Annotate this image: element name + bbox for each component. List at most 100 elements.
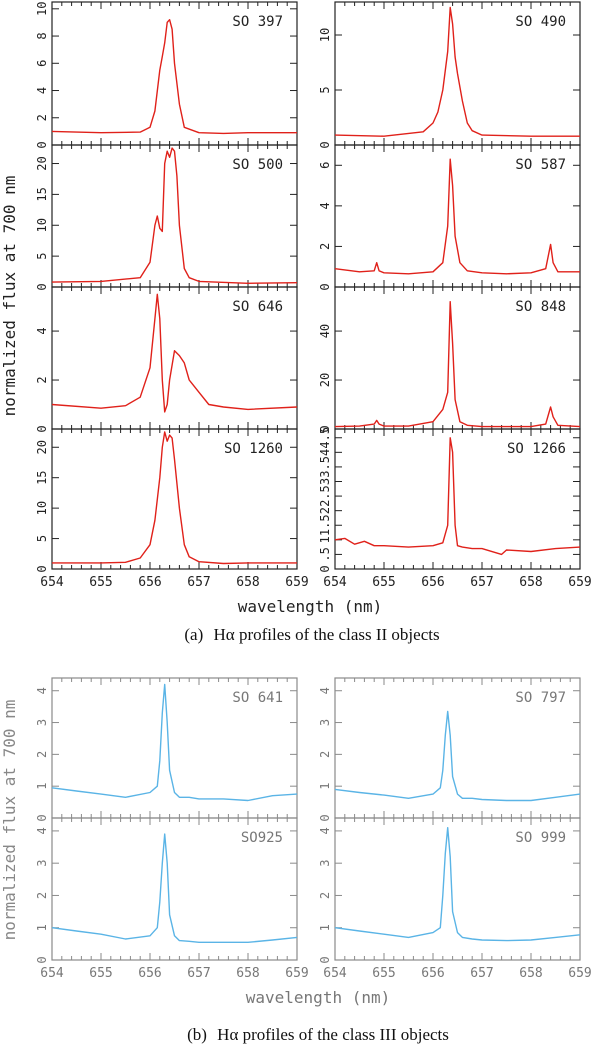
x-tick-label-so925: 655 (89, 966, 112, 981)
y-tick-label-so-646: 0 (35, 425, 49, 432)
x-tick-label-so-1266: 654 (323, 575, 347, 590)
y-tick-label-so-1260: 0 (35, 565, 49, 572)
panel-so-999: 654 655 656 657 658 659 0 1 2 3 4 SO 999 (318, 817, 592, 981)
panel-frame-so925 (51, 817, 298, 961)
panel-frame-so-1266 (334, 428, 581, 570)
series-line-so-1260 (52, 431, 297, 565)
y-tick-label-so-1266: .5 (318, 547, 332, 561)
x-tick-label-so-1266: 658 (519, 575, 542, 590)
y-tick-label-so-397: 8 (35, 32, 49, 39)
y-tick-label-so-646: 2 (35, 376, 49, 383)
y-tick-label-so-500: 10 (35, 218, 49, 232)
y-tick-label-so-1260: 15 (35, 470, 49, 484)
x-tick-label-so-1266: 657 (470, 575, 493, 590)
panel-so-641: 0 1 2 3 4 SO 641 (35, 677, 298, 822)
panel-so-1266: 654 655 656 657 658 659 0 .5 11.522.533.544.5 SO … (318, 427, 592, 590)
panel-title-so-999: SO 999 (515, 830, 566, 846)
y-tick-label-so-1266: 1.5 (318, 514, 332, 536)
class-iii-caption-label: (b) (187, 1025, 207, 1044)
y-tick-label-so-1260: 5 (35, 535, 49, 542)
series-line-so-999 (334, 827, 581, 942)
x-tick-label-so-999: 657 (470, 966, 493, 981)
y-tick-label-so-797: 0 (318, 814, 332, 821)
panel-title-so-1266: SO 1266 (507, 441, 566, 457)
series-line-so-1266 (334, 437, 581, 556)
y-tick-label-so-397: 2 (35, 114, 49, 121)
y-tick-label-so925: 2 (35, 892, 49, 899)
class-iii-x-axis-label: wavelength (nm) (246, 988, 391, 1007)
y-tick-label-so-999: 0 (318, 956, 332, 963)
panel-so-587: 0 2 4 6 SO 587 (318, 144, 581, 291)
y-tick-label-so-848: 0 (318, 425, 332, 432)
x-tick-label-so-1260: 655 (89, 575, 112, 590)
y-tick-label-so-646: 4 (35, 327, 49, 334)
class-ii-x-axis-label: wavelength (nm) (238, 597, 383, 616)
y-tick-label-so-587: 0 (318, 283, 332, 290)
panel-title-so-397: SO 397 (232, 14, 283, 30)
y-tick-label-so-587: 6 (318, 162, 332, 169)
x-tick-label-so-999: 655 (372, 966, 395, 981)
x-tick-label-so-1260: 659 (285, 575, 308, 590)
y-tick-label-so-641: 1 (35, 783, 49, 790)
series-line-so-848 (334, 301, 581, 428)
y-tick-label-so-500: 5 (35, 253, 49, 260)
y-tick-label-so-397: 0 (35, 141, 49, 148)
y-tick-label-so925: 4 (35, 827, 49, 834)
y-tick-label-so-490: 10 (318, 28, 332, 42)
panel-title-so-1260: SO 1260 (224, 441, 283, 457)
panel-title-so-500: SO 500 (232, 157, 283, 173)
y-tick-label-so-1266: 0 (318, 565, 332, 572)
panel-title-so-587: SO 587 (515, 157, 566, 173)
y-tick-label-so-999: 4 (318, 827, 332, 834)
panel-title-so-490: SO 490 (515, 14, 566, 30)
panel-so-500: 0 5 10 15 20 SO 500 (35, 144, 298, 291)
y-tick-label-so-397: 6 (35, 60, 49, 67)
series-line-so-646 (51, 293, 298, 413)
x-tick-label-so-999: 654 (323, 966, 347, 981)
x-tick-label-so-999: 658 (519, 966, 542, 981)
y-tick-label-so-641: 3 (35, 719, 49, 726)
series-line-so-797 (334, 710, 581, 802)
y-tick-label-so-848: 20 (318, 373, 332, 387)
y-tick-label-so925: 3 (35, 860, 49, 867)
y-tick-label-so-797: 2 (318, 751, 332, 758)
y-tick-label-so-500: 15 (35, 187, 49, 201)
panel-so-646: 0 2 4 SO 646 (35, 286, 298, 433)
y-tick-label-so-500: 0 (35, 283, 49, 290)
panel-title-so-646: SO 646 (232, 299, 283, 315)
y-tick-label-so-797: 3 (318, 719, 332, 726)
panel-so-397: 0 2 4 6 8 10 SO 397 (35, 1, 298, 149)
panel-title-so925: SO925 (241, 830, 283, 846)
y-tick-label-so-587: 2 (318, 243, 332, 250)
y-tick-label-so-1266: 2 (318, 507, 332, 514)
y-tick-label-so-797: 4 (318, 687, 332, 694)
panel-so-1260: 654 655 656 657 658 659 0 5 10 15 20 SO 1260 (35, 428, 309, 590)
x-tick-label-so925: 658 (236, 966, 259, 981)
class-ii-caption: (a) Hα profiles of the class II objects (184, 625, 439, 644)
y-tick-label-so-848: 40 (318, 324, 332, 338)
series-line-so-587 (334, 158, 580, 275)
y-tick-label-so-490: 5 (318, 86, 332, 93)
y-tick-label-so-797: 1 (318, 783, 332, 790)
panel-so-848: 0 20 40 SO 848 (318, 286, 581, 433)
y-tick-label-so925: 1 (35, 924, 49, 931)
panel-title-so-641: SO 641 (232, 690, 283, 706)
class-iii-caption: (b) Hα profiles of the class III objects (187, 1025, 449, 1044)
x-tick-label-so925: 654 (40, 966, 64, 981)
y-tick-label-so925: 0 (35, 956, 49, 963)
y-tick-label-so-1266: 3 (318, 478, 332, 485)
y-tick-label-so-500: 20 (35, 156, 49, 170)
panel-frame-so-1260 (51, 428, 298, 570)
y-tick-label-so-1266: 4 (318, 449, 332, 456)
x-tick-label-so-1260: 654 (40, 575, 64, 590)
y-tick-label-so-1260: 10 (35, 501, 49, 515)
panel-so-490: 0 5 10 SO 490 (318, 1, 581, 149)
y-tick-label-so-1266: 3.5 (318, 456, 332, 478)
series-line-so-500 (51, 147, 298, 284)
class-iii-y-axis-label: normalized flux at 700 nm (0, 700, 19, 941)
x-tick-label-so-999: 656 (421, 966, 444, 981)
x-tick-label-so-1266: 655 (372, 575, 395, 590)
y-tick-label-so-397: 10 (35, 2, 49, 16)
y-tick-label-so-1266: 1 (318, 536, 332, 543)
